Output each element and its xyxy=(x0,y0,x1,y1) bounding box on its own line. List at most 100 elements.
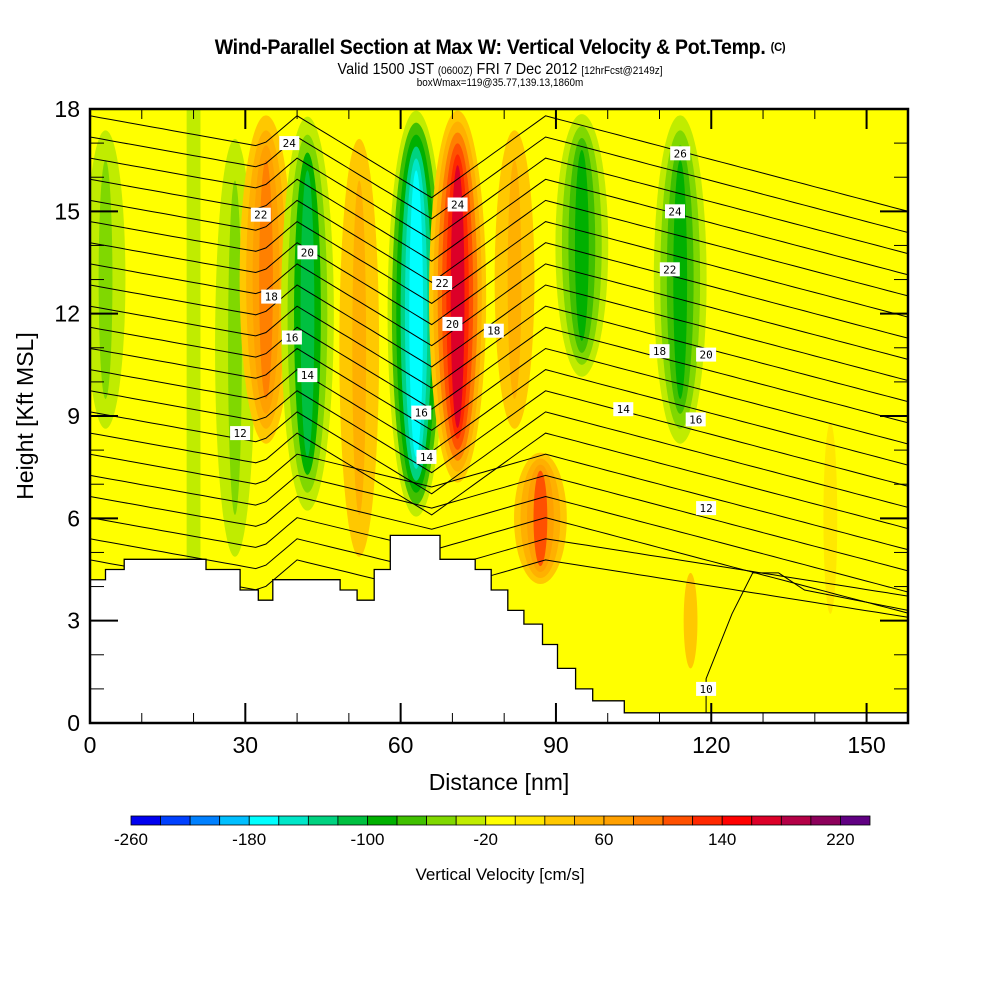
theta-contour-line xyxy=(90,136,908,233)
contour-label: 12 xyxy=(230,426,251,441)
chart-subtitle-2: boxWmax=119@35.77,139.13,1860m xyxy=(416,77,584,89)
contour-label: 18 xyxy=(261,289,282,304)
contour-label: 24 xyxy=(279,136,300,151)
velocity-band xyxy=(555,114,609,377)
theta-contour-line xyxy=(90,453,908,551)
contour-label-text: 24 xyxy=(451,199,465,212)
contour-label: 20 xyxy=(696,347,717,362)
colorbar-tick-label: -180 xyxy=(232,830,266,849)
colorbar-tick-label: -20 xyxy=(473,830,498,849)
contour-label-box xyxy=(685,412,706,427)
theta-contour-line xyxy=(90,263,908,360)
x-tick-label: 120 xyxy=(692,732,730,758)
contour-label-text: 12 xyxy=(699,502,712,515)
contour-label-box xyxy=(281,330,302,345)
contour-label: 14 xyxy=(416,449,437,464)
contour-label: 24 xyxy=(447,197,468,212)
theta-contours xyxy=(90,115,908,713)
colorbar-segment xyxy=(514,815,546,826)
contour-label-box xyxy=(649,344,670,359)
theta-contour-line xyxy=(90,411,908,508)
contour-labels: 24 22 20 18 16 14 12 24 22 20 18 16 14 26 24 22 18 20 14 16… xyxy=(230,136,717,696)
subtitle-valid: Valid 1500 JST xyxy=(337,61,434,78)
theta-contour-line xyxy=(90,538,908,597)
contour-label: 16 xyxy=(281,330,302,345)
colorbar-segment xyxy=(751,815,782,826)
contour-label: 22 xyxy=(432,276,453,290)
colorbar-segment xyxy=(780,815,812,826)
velocity-contour-fill xyxy=(409,170,424,457)
contour-label: 12 xyxy=(696,501,717,516)
contour-label: 22 xyxy=(250,207,271,222)
terrain-profile xyxy=(89,534,909,724)
theta-contour-line xyxy=(90,305,908,403)
contour-label: 18 xyxy=(483,323,504,338)
velocity-contour-fill xyxy=(352,180,367,515)
velocity-band xyxy=(494,130,535,429)
colorbar-segment xyxy=(692,815,723,826)
terrain xyxy=(89,534,909,724)
colorbar-segment xyxy=(367,815,398,826)
x-axis-label: Distance [nm] xyxy=(429,769,570,795)
contour-label-box xyxy=(432,276,453,290)
contour-label: 10 xyxy=(696,681,717,696)
colorbar-segment xyxy=(840,815,871,826)
colorbar-segment xyxy=(455,815,487,826)
contour-label-text: 26 xyxy=(674,147,687,160)
y-tick-label: 6 xyxy=(67,505,80,531)
colorbar-tick-label: -260 xyxy=(114,830,148,849)
theta-contour-line xyxy=(90,178,908,276)
theta-contour-line xyxy=(90,368,908,466)
colorbar-label: Vertical Velocity [cm/s] xyxy=(415,865,584,884)
colorbar-segment xyxy=(810,815,841,826)
colorbar-tick-label: 140 xyxy=(708,830,736,849)
contour-label-text: 16 xyxy=(285,332,298,345)
y-tick-label: 18 xyxy=(54,96,80,122)
colorbar-segment xyxy=(337,815,368,826)
contour-label-box xyxy=(411,405,432,420)
velocity-contour-fill xyxy=(259,160,273,399)
contour-label-box xyxy=(279,136,300,151)
subtitle-forecast: [12hrFcst@2149z] xyxy=(581,65,663,77)
colorbar-segment xyxy=(248,815,280,826)
contour-label-text: 24 xyxy=(668,205,682,218)
contour-label-box xyxy=(250,207,271,222)
theta-contour-line xyxy=(90,115,908,212)
colorbar-segment xyxy=(396,815,428,826)
contour-label-text: 22 xyxy=(663,263,676,276)
theta-contour-line xyxy=(90,284,908,381)
colorbar-segment xyxy=(189,815,221,826)
contour-label-box xyxy=(659,262,680,277)
theta-contour-line xyxy=(90,326,908,424)
contour-label-box xyxy=(670,146,691,161)
y-tick-label: 0 xyxy=(67,710,80,736)
colorbar-segment xyxy=(485,815,516,826)
velocity-contour-fill xyxy=(673,160,688,399)
axes: 0 30 60 90 120 150 0 3 6 9 12 15 18 xyxy=(54,96,908,758)
theta-contour-line xyxy=(705,572,908,713)
colorbar-tick-label: 60 xyxy=(595,830,614,849)
copyright-mark: (C) xyxy=(770,40,786,54)
theta-contour-line xyxy=(90,390,908,487)
contour-label-text: 10 xyxy=(699,683,712,696)
theta-contour-line xyxy=(90,474,908,572)
contour-label-text: 14 xyxy=(617,403,631,416)
y-tick-label: 3 xyxy=(67,608,80,634)
contour-label-text: 16 xyxy=(415,407,428,420)
velocity-contour-fill xyxy=(683,572,698,669)
x-tick-label: 150 xyxy=(847,732,885,758)
contour-label-text: 18 xyxy=(265,291,278,304)
contour-label-text: 14 xyxy=(301,369,315,382)
colorbar-segment xyxy=(574,815,605,826)
colorbar-segment xyxy=(544,815,575,826)
y-tick-label: 9 xyxy=(67,403,80,429)
colorbar-segment xyxy=(130,815,161,826)
velocity-contour-fill xyxy=(228,180,242,515)
y-tick-label: 12 xyxy=(54,301,80,327)
velocity-band xyxy=(653,115,707,444)
velocity-band xyxy=(429,110,487,483)
velocity-contour-fill xyxy=(450,165,465,428)
contour-label-box xyxy=(230,426,251,441)
velocity-band xyxy=(514,452,567,584)
contour-label: 24 xyxy=(665,204,685,219)
